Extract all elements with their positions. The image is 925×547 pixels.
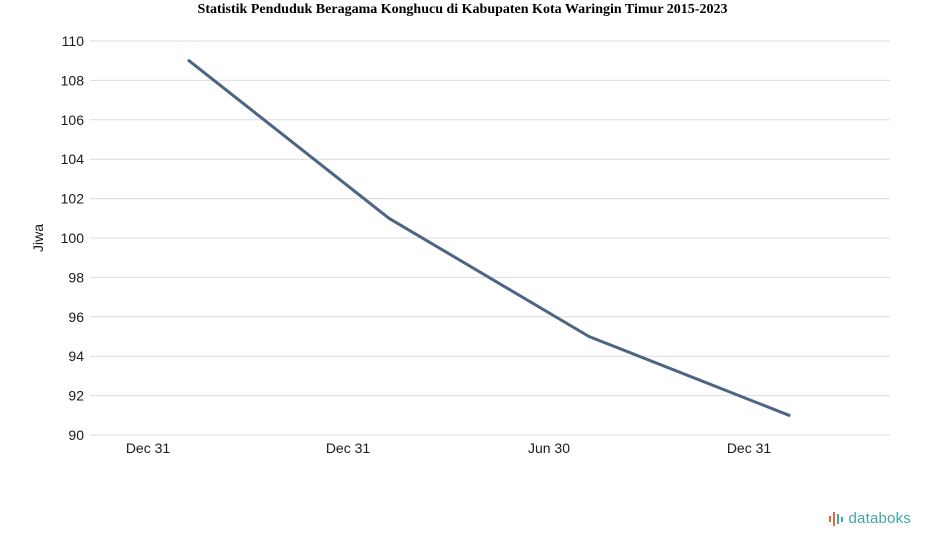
x-tick-label: Dec 31 [126,440,171,456]
data-point[interactable] [387,216,391,220]
brand-name: databoks [848,510,911,527]
series-lines [187,59,791,417]
y-axis-title: Jiwa [30,224,46,252]
y-tick-label: 110 [62,33,85,49]
data-point[interactable] [587,335,591,338]
brand-logo: databoks [828,510,911,527]
y-tick-label: 96 [68,309,84,325]
y-tick-label: 92 [68,388,84,404]
gridlines [90,40,890,436]
databoks-logo-icon [828,511,843,526]
y-tick-label: 108 [61,72,85,88]
x-tick-label: Jun 30 [528,440,570,456]
y-tick-label: 106 [61,112,85,128]
x-axis-ticks: Dec 31 Dec 31 Jun 30 Dec 31 [126,440,772,456]
chart-title: Statistik Penduduk Beragama Konghucu di … [197,2,728,17]
data-point[interactable] [787,413,791,417]
y-tick-label: 104 [61,151,85,167]
y-tick-label: 100 [61,230,85,246]
data-point[interactable] [187,59,191,63]
series-line [187,59,791,417]
x-tick-label: Dec 31 [326,440,371,456]
y-tick-label: 102 [61,191,85,207]
y-tick-label: 94 [68,348,84,364]
y-tick-label: 90 [68,427,84,443]
x-tick-label: Dec 31 [727,440,772,456]
y-tick-label: 98 [68,269,84,285]
y-axis-ticks: 90 92 94 96 98 100 102 104 106 108 110 [61,33,85,443]
